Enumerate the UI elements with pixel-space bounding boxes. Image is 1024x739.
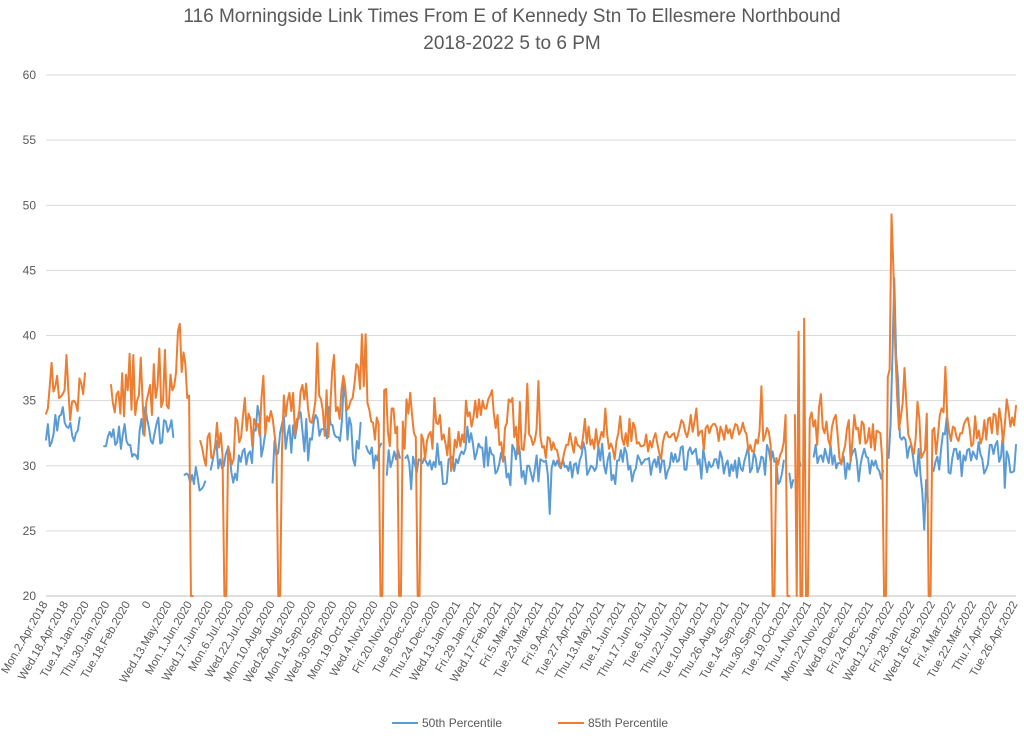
series-line-85th-percentile	[45, 213, 1017, 597]
y-tick-label: 35	[23, 394, 37, 408]
legend: 50th Percentile 85th Percentile	[392, 716, 668, 730]
x-tick-label: 0	[140, 600, 154, 612]
series-line-50th-percentile	[45, 277, 1017, 531]
y-tick-label: 20	[23, 589, 37, 603]
x-axis-tick-labels: Mon.2.Apr.2018Wed.18.Apr.2018Tue.14.Jan.…	[0, 599, 1021, 685]
y-tick-label: 25	[23, 524, 37, 538]
y-axis-tick-labels: 20 25 30 35 40 45 50 55 60	[23, 68, 37, 603]
y-tick-label: 55	[23, 133, 37, 147]
chart-subtitle: 2018-2022 5 to 6 PM	[423, 33, 601, 54]
legend-entry: 85th Percentile	[588, 716, 668, 730]
chart-title: 116 Morningside Link Times From E of Ken…	[183, 6, 841, 27]
gridlines	[46, 74, 1016, 597]
y-tick-label: 30	[23, 459, 37, 473]
y-tick-label: 45	[23, 263, 37, 277]
series-lines	[45, 213, 1017, 597]
y-tick-label: 40	[23, 329, 37, 343]
y-tick-label: 60	[23, 68, 37, 82]
legend-entry: 50th Percentile	[422, 716, 502, 730]
y-tick-label: 50	[23, 198, 37, 212]
